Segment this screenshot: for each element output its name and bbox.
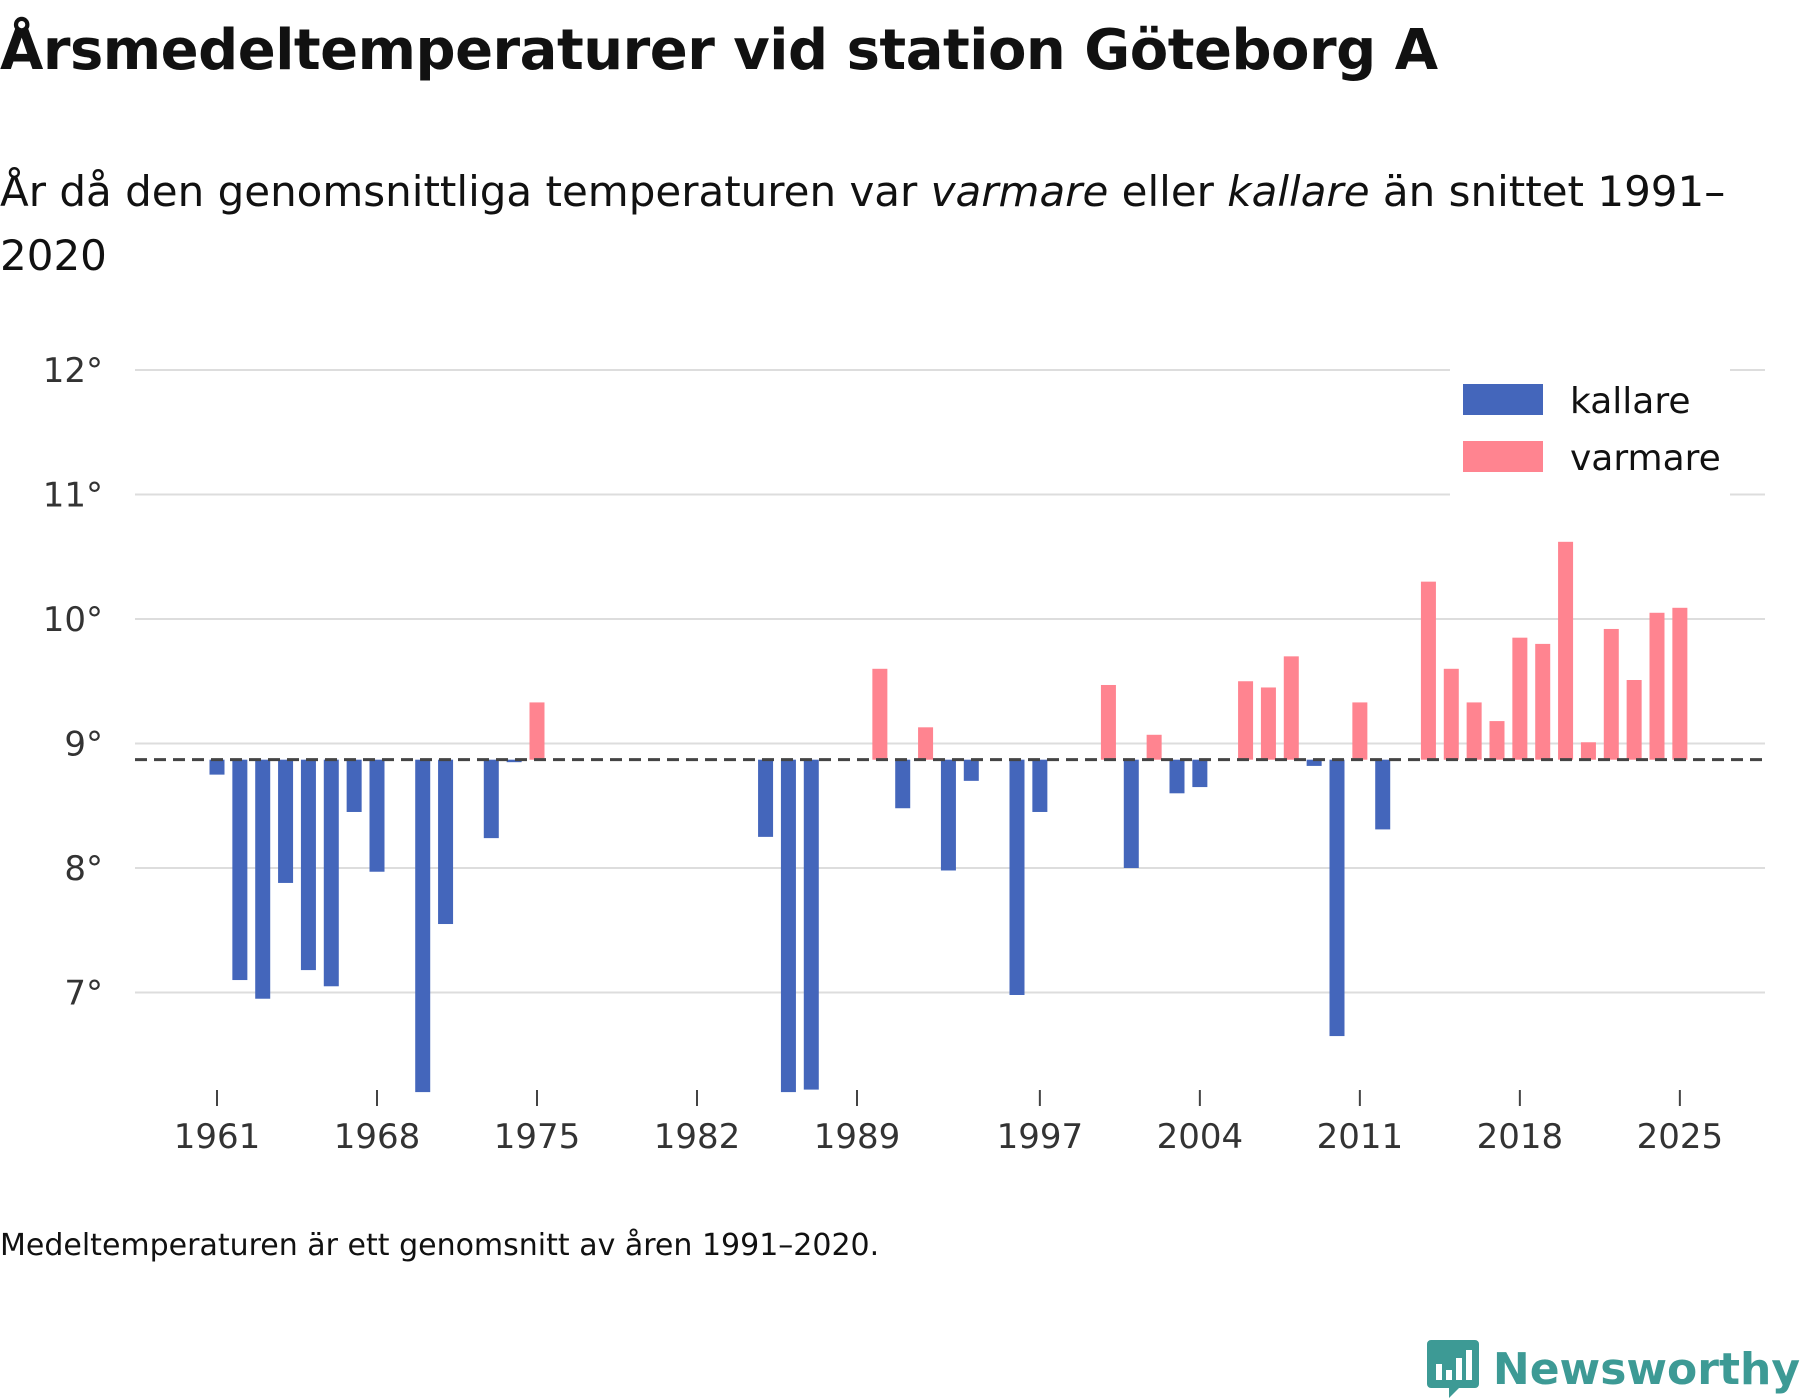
- bar-2023: [1626, 680, 1642, 760]
- bar-chart: 7° 8° 9° 10° 11° 12° 1961 1968 1975 1982 1989 1997…: [43, 351, 1765, 1157]
- x-tick-label: 2025: [1637, 1117, 1724, 1157]
- bar-2009: [1306, 759, 1322, 766]
- bar-1993: [940, 759, 956, 871]
- bar-1974: [506, 759, 522, 763]
- subtitle-prefix: År då den genomsnittliga temperaturen va…: [0, 167, 931, 216]
- bar-2022: [1603, 628, 1619, 760]
- x-axis-ticks: 1961 1968 1975 1982 1989 1997 2004 2011 2018 2025: [174, 1090, 1723, 1157]
- brand: Newsworthy: [1426, 1340, 1800, 1398]
- x-tick-label: 1975: [494, 1117, 581, 1157]
- x-tick-label: 1997: [997, 1117, 1084, 1157]
- subtitle-warm-term: varmare: [930, 167, 1109, 216]
- bar-1971: [438, 759, 454, 925]
- bar-2002: [1146, 734, 1162, 760]
- bar-1994: [963, 759, 979, 781]
- bar-1992: [918, 727, 934, 760]
- bar-2008: [1283, 656, 1299, 760]
- grid-lines: [135, 369, 1765, 994]
- bar-1973: [483, 759, 499, 839]
- bar-1990: [872, 668, 888, 760]
- x-tick-label: 2018: [1477, 1117, 1564, 1157]
- bars: [209, 541, 1688, 1093]
- bar-2006: [1238, 681, 1254, 760]
- bar-2004: [1192, 759, 1208, 788]
- x-tick-label: 1982: [654, 1117, 741, 1157]
- bar-2014: [1420, 581, 1436, 760]
- brand-name: Newsworthy: [1492, 1343, 1800, 1395]
- bar-2003: [1169, 759, 1185, 794]
- bar-2001: [1123, 759, 1139, 868]
- subtitle-suffix: än snittet 1991–2020: [0, 167, 1726, 280]
- bar-2017: [1489, 721, 1505, 760]
- footnote: Medeltemperaturen är ett genomsnitt av å…: [0, 1228, 880, 1263]
- y-tick-label: 9°: [64, 725, 103, 765]
- bar-2000: [1100, 684, 1116, 760]
- y-tick-label: 12°: [43, 351, 103, 391]
- bar-2011: [1352, 702, 1368, 760]
- bar-1968: [369, 759, 385, 872]
- y-tick-label: 11°: [43, 476, 103, 516]
- bar-1987: [803, 759, 819, 1090]
- bar-1970: [415, 759, 431, 1093]
- x-tick-label: 2004: [1157, 1117, 1244, 1157]
- bar-2024: [1649, 612, 1665, 760]
- bar-2007: [1260, 687, 1276, 760]
- bar-1961: [209, 759, 225, 775]
- bar-1967: [346, 759, 362, 812]
- x-tick-label: 1968: [334, 1117, 421, 1157]
- bar-1962: [232, 759, 248, 981]
- bar-1996: [1009, 759, 1025, 995]
- chart-subtitle: År då den genomsnittliga temperaturen va…: [0, 160, 1760, 288]
- bar-1991: [895, 759, 911, 809]
- legend-swatch-varmare: [1463, 441, 1543, 472]
- y-tick-label: 10°: [43, 600, 103, 640]
- legend: kallare varmare: [1450, 368, 1730, 496]
- bar-1975: [529, 702, 545, 760]
- bar-2019: [1535, 643, 1551, 760]
- chart-title: Årsmedeltemperaturer vid station Götebor…: [0, 18, 1438, 83]
- legend-swatch-kallare: [1463, 384, 1543, 415]
- subtitle-middle: eller: [1108, 167, 1228, 216]
- legend-label-kallare: kallare: [1570, 381, 1691, 422]
- y-tick-label: 7°: [64, 974, 103, 1014]
- bar-2018: [1512, 637, 1528, 760]
- bar-1997: [1032, 759, 1048, 812]
- legend-label-varmare: varmare: [1570, 438, 1721, 479]
- bar-1963: [255, 759, 271, 999]
- bar-1964: [278, 759, 294, 883]
- bar-2021: [1580, 742, 1596, 760]
- bar-2025: [1672, 607, 1688, 760]
- bar-2016: [1466, 702, 1482, 760]
- x-tick-label: 1989: [814, 1117, 901, 1157]
- y-axis-ticks: 7° 8° 9° 10° 11° 12°: [43, 351, 103, 1014]
- bar-1986: [780, 759, 796, 1093]
- bar-1985: [758, 759, 774, 837]
- bar-1965: [300, 759, 316, 971]
- bar-1966: [323, 759, 339, 987]
- subtitle-cold-term: kallare: [1227, 167, 1370, 216]
- x-tick-label: 2011: [1317, 1117, 1404, 1157]
- y-tick-label: 8°: [64, 849, 103, 889]
- bar-2015: [1443, 668, 1459, 760]
- bar-2012: [1375, 759, 1391, 830]
- bar-2010: [1329, 759, 1345, 1037]
- newsworthy-logo-icon: [1426, 1340, 1479, 1398]
- bar-2020: [1558, 541, 1574, 760]
- x-tick-label: 1961: [174, 1117, 261, 1157]
